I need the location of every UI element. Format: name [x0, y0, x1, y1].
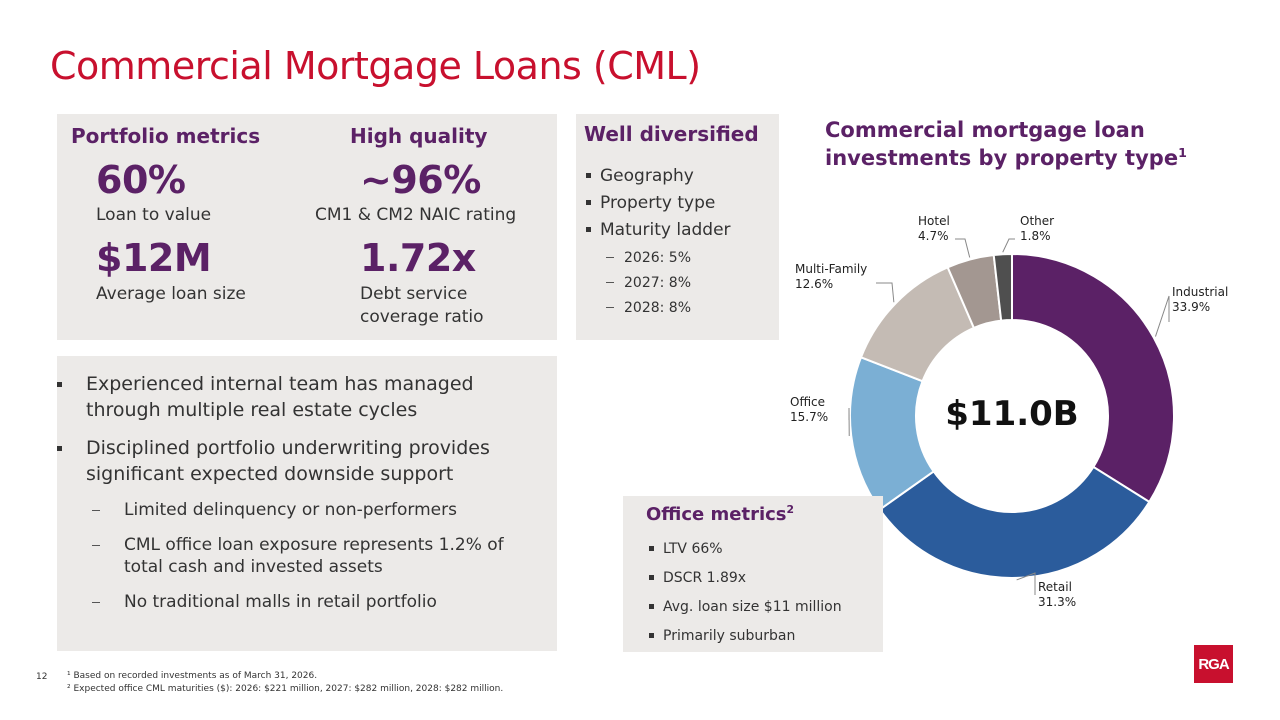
slice-label: Multi-Family [795, 262, 867, 276]
loan-size-value: $12M [96, 236, 212, 280]
dash-icon [92, 602, 100, 603]
bullet-icon [586, 200, 591, 205]
list-item: Geography [586, 162, 731, 189]
office-metrics-heading: Office metrics2 [646, 503, 795, 525]
list-item: Disciplined portfolio underwriting provi… [57, 435, 537, 487]
dash-icon [606, 307, 614, 308]
rga-logo: RGA [1194, 645, 1233, 683]
diversified-panel: Well diversified Geography Property type… [576, 114, 779, 340]
office-metrics-panel: Office metrics2 LTV 66% DSCR 1.89x Avg. … [623, 496, 883, 652]
dash-icon [92, 510, 100, 511]
slice-value-label: 12.6% [795, 277, 833, 291]
list-item: LTV 66% [649, 534, 842, 563]
office-metrics-list: LTV 66% DSCR 1.89x Avg. loan size $11 mi… [649, 534, 842, 650]
slice-label: Retail [1038, 580, 1072, 594]
dash-icon [606, 257, 614, 258]
dash-icon [92, 545, 100, 546]
portfolio-metrics-heading: Portfolio metrics [71, 124, 261, 148]
maturity-ladder-list: 2026: 5% 2027: 8% 2028: 8% [606, 245, 691, 320]
loan-size-label: Average loan size [96, 284, 246, 304]
list-item: 2026: 5% [606, 245, 691, 270]
page-number: 12 [36, 672, 48, 682]
list-item: Maturity ladder [586, 216, 731, 243]
slice-label: Hotel [918, 214, 950, 228]
slice-label: Industrial [1172, 285, 1228, 299]
naic-rating-label: CM1 & CM2 NAIC rating [315, 205, 517, 225]
ltv-label: Loan to value [96, 205, 212, 225]
bullet-icon [649, 633, 654, 638]
footnote-2: ² Expected office CML maturities ($): 20… [67, 684, 504, 694]
diversified-list: Geography Property type Maturity ladder [586, 162, 731, 243]
dash-icon [606, 282, 614, 283]
bullet-icon [649, 604, 654, 609]
slice-value-label: 15.7% [790, 410, 828, 424]
page-title: Commercial Mortgage Loans (CML) [50, 44, 701, 88]
bullet-icon [586, 227, 591, 232]
list-item: CML office loan exposure represents 1.2%… [57, 534, 527, 578]
bullet-icon [649, 575, 654, 580]
highlights-panel: Experienced internal team has managed th… [57, 356, 557, 651]
donut-slice-other [992, 252, 1013, 322]
leader-line [1154, 295, 1170, 337]
slice-value-label: 4.7% [918, 229, 949, 243]
bullet-icon [649, 546, 654, 551]
leader-line [955, 238, 971, 258]
list-item: Experienced internal team has managed th… [57, 371, 537, 423]
list-item: Primarily suburban [649, 621, 842, 650]
metrics-panel: Portfolio metrics 60% Loan to value $12M… [57, 114, 557, 340]
dscr-value: 1.72x [360, 236, 476, 280]
slice-label: Office [790, 395, 825, 409]
slice-value-label: 33.9% [1172, 300, 1210, 314]
list-item: 2028: 8% [606, 295, 691, 320]
list-item: Limited delinquency or non-performers [57, 499, 527, 521]
list-item: No traditional malls in retail portfolio [57, 591, 527, 613]
slice-value-label: 1.8% [1020, 229, 1051, 243]
ltv-value: 60% [96, 158, 186, 202]
chart-title: Commercial mortgage loan investments by … [825, 118, 1187, 170]
list-item: Property type [586, 189, 731, 216]
bullet-icon [57, 446, 62, 451]
leader-line [876, 282, 895, 303]
high-quality-heading: High quality [350, 124, 488, 148]
dscr-label-line2: coverage ratio [360, 307, 484, 327]
donut-slice-industrial [1011, 252, 1175, 504]
donut-slice-retail [878, 465, 1151, 579]
list-item: 2027: 8% [606, 270, 691, 295]
list-item: DSCR 1.89x [649, 563, 842, 592]
bullet-icon [586, 173, 591, 178]
leader-line [1016, 572, 1036, 595]
highlights-list: Experienced internal team has managed th… [57, 371, 557, 626]
naic-rating-value: ~96% [360, 158, 481, 202]
footnote-1: ¹ Based on recorded investments as of Ma… [67, 671, 318, 681]
donut-center-label: $11.0B [945, 394, 1079, 434]
slice-label: Other [1020, 214, 1054, 228]
list-item: Avg. loan size $11 million [649, 592, 842, 621]
leader-line [1002, 238, 1015, 253]
well-diversified-heading: Well diversified [584, 122, 759, 146]
slice-value-label: 31.3% [1038, 595, 1076, 609]
bullet-icon [57, 382, 62, 387]
dscr-label-line1: Debt service [360, 284, 468, 304]
